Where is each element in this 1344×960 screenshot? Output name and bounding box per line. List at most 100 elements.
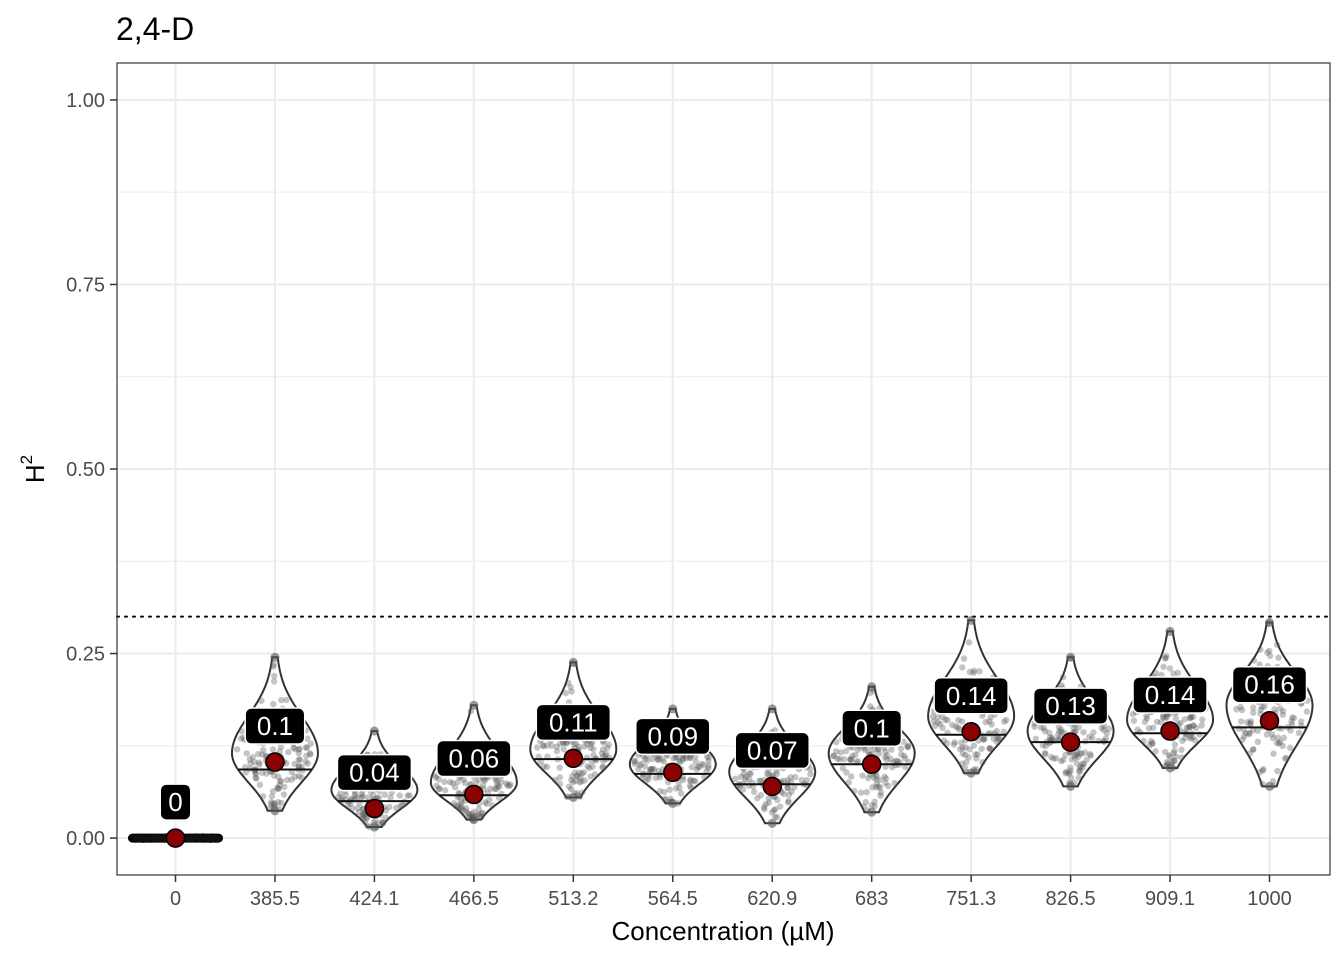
x-tick-label: 826.5 bbox=[1046, 888, 1096, 910]
data-point bbox=[354, 805, 361, 812]
data-point bbox=[988, 721, 995, 728]
data-point bbox=[270, 652, 280, 662]
data-point bbox=[256, 761, 263, 768]
data-point bbox=[349, 805, 356, 812]
data-point bbox=[336, 790, 344, 797]
data-point bbox=[1055, 731, 1062, 738]
data-point bbox=[206, 836, 213, 843]
data-point bbox=[654, 754, 661, 761]
data-point bbox=[590, 751, 597, 759]
data-point bbox=[307, 740, 314, 747]
data-point bbox=[136, 835, 143, 842]
data-point bbox=[1042, 751, 1049, 758]
data-point bbox=[1165, 752, 1173, 759]
data-point bbox=[379, 819, 386, 827]
data-point bbox=[680, 776, 687, 784]
mean-label-1000: 0.16 bbox=[1231, 665, 1308, 704]
data-point bbox=[214, 834, 221, 841]
data-point bbox=[270, 678, 278, 685]
data-point bbox=[765, 771, 773, 779]
data-point bbox=[396, 792, 403, 799]
data-point bbox=[379, 819, 387, 827]
data-point bbox=[873, 775, 880, 783]
x-tick-label: 909.1 bbox=[1145, 888, 1195, 910]
data-point bbox=[696, 763, 703, 771]
mean-label-layer: 0 0.1 0.04 0.06 0.11 0.09 0.07 0.1 0.14 0.13 0.14 0… bbox=[159, 665, 1308, 821]
data-point bbox=[475, 776, 483, 783]
data-point bbox=[1076, 750, 1084, 757]
data-point bbox=[255, 759, 263, 766]
data-point bbox=[1143, 712, 1150, 720]
mean-point bbox=[364, 798, 385, 819]
data-point bbox=[268, 801, 275, 808]
data-point bbox=[965, 754, 972, 761]
data-point bbox=[252, 770, 260, 778]
data-point bbox=[381, 791, 389, 798]
data-point bbox=[1245, 730, 1253, 738]
data-point bbox=[1052, 755, 1060, 762]
data-point bbox=[399, 802, 406, 809]
data-point bbox=[762, 800, 769, 808]
data-point bbox=[803, 776, 811, 784]
data-point bbox=[1233, 705, 1240, 713]
data-point bbox=[1079, 764, 1086, 771]
mean-label-box bbox=[933, 677, 1009, 715]
data-point bbox=[1199, 716, 1206, 723]
mean-point bbox=[1060, 732, 1081, 752]
data-point bbox=[454, 778, 461, 786]
data-point bbox=[1270, 750, 1277, 757]
mean-label-box bbox=[734, 731, 810, 770]
x-tick-label: 620.9 bbox=[747, 888, 797, 910]
data-point bbox=[462, 805, 470, 812]
data-point bbox=[259, 793, 267, 800]
data-point bbox=[1076, 764, 1084, 772]
data-point bbox=[1174, 669, 1182, 677]
data-point bbox=[939, 724, 946, 732]
mean-label-box bbox=[841, 709, 903, 748]
data-point bbox=[469, 700, 479, 710]
data-point bbox=[1250, 657, 1258, 664]
data-point bbox=[951, 739, 958, 746]
data-point bbox=[1163, 713, 1170, 721]
data-point bbox=[568, 657, 578, 667]
data-point bbox=[543, 742, 551, 749]
data-point bbox=[1040, 724, 1048, 732]
data-point bbox=[1162, 655, 1169, 662]
data-point bbox=[569, 779, 577, 786]
data-point bbox=[534, 744, 541, 751]
data-point bbox=[836, 755, 843, 763]
data-point bbox=[1068, 756, 1075, 763]
data-point bbox=[1171, 747, 1178, 754]
data-point bbox=[1189, 734, 1196, 741]
data-point bbox=[271, 672, 278, 680]
data-point bbox=[576, 779, 583, 786]
data-point bbox=[1067, 764, 1074, 771]
data-point bbox=[936, 720, 944, 728]
data-point bbox=[1266, 647, 1273, 655]
data-point bbox=[986, 745, 994, 752]
data-point bbox=[1089, 735, 1096, 742]
data-point bbox=[568, 792, 578, 802]
data-point bbox=[1072, 728, 1079, 735]
data-point bbox=[901, 752, 908, 760]
data-point bbox=[958, 718, 966, 725]
data-point bbox=[1181, 734, 1189, 742]
data-point bbox=[1250, 746, 1257, 753]
mean-label-385.5: 0.1 bbox=[244, 707, 306, 745]
data-point bbox=[270, 772, 278, 779]
data-point bbox=[1279, 711, 1286, 718]
data-point bbox=[876, 784, 884, 791]
data-point bbox=[1254, 727, 1261, 735]
data-point bbox=[868, 801, 876, 809]
data-point bbox=[465, 810, 473, 818]
data-point bbox=[372, 817, 379, 824]
data-point bbox=[661, 795, 669, 803]
y-axis-title-superscript: 2 bbox=[17, 455, 36, 464]
data-point bbox=[302, 758, 309, 765]
x-tick-label: 424.1 bbox=[349, 888, 399, 910]
data-point bbox=[1186, 723, 1194, 730]
data-point bbox=[1279, 742, 1286, 750]
data-point bbox=[1287, 727, 1294, 734]
data-point bbox=[692, 778, 699, 785]
data-point bbox=[552, 776, 559, 784]
